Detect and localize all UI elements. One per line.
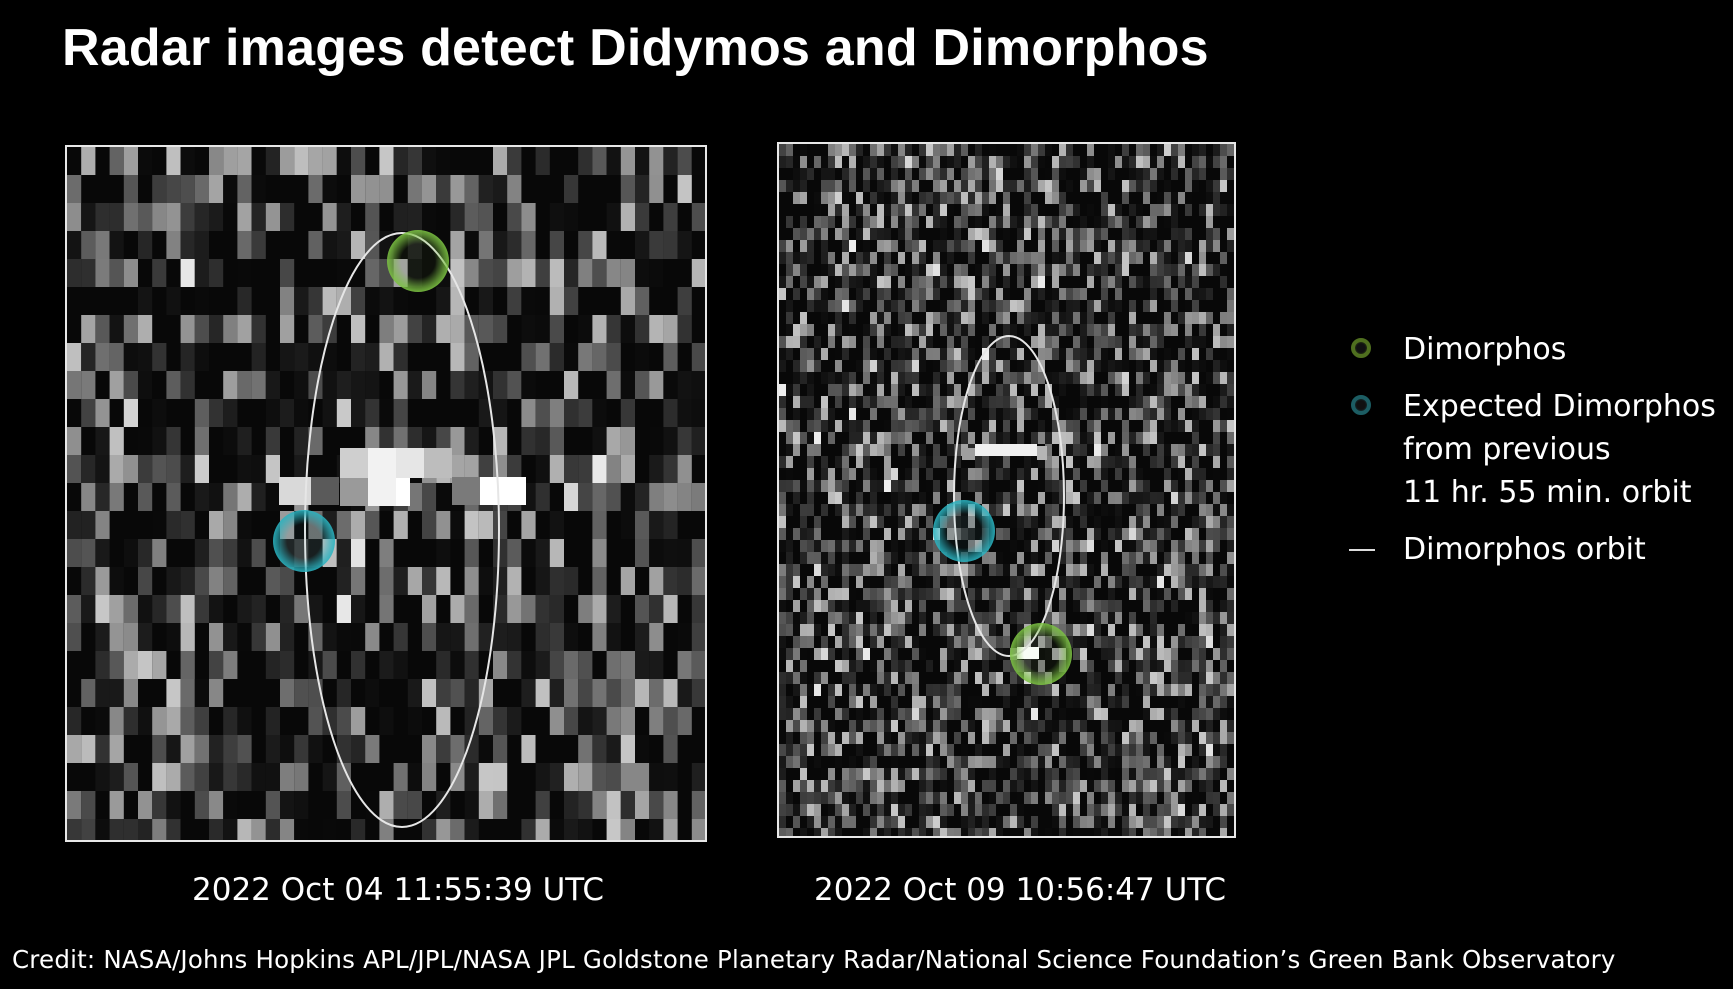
expected-dimorphos-marker: [273, 510, 335, 572]
radar-noise-pixels: [779, 144, 1234, 836]
radar-image-oct04-canvas: [67, 147, 705, 840]
cyan-circle-icon: [1351, 395, 1371, 415]
line-icon: [1349, 549, 1375, 551]
legend: Dimorphos Expected Dimorphos from previo…: [1345, 328, 1725, 571]
expected-dimorphos-marker: [933, 500, 995, 562]
green-circle-icon: [1351, 338, 1371, 358]
legend-label: Dimorphos: [1403, 332, 1567, 367]
dimorphos-orbit-path: [953, 335, 1065, 657]
didymos-echo: [279, 448, 526, 506]
legend-item-orbit: Dimorphos orbit: [1345, 528, 1725, 571]
radar-noise-pixels: [67, 147, 705, 840]
dimorphos-marker: [1010, 623, 1072, 685]
timestamp-oct04: 2022 Oct 04 11:55:39 UTC: [192, 872, 605, 908]
radar-image-oct09-canvas: [779, 144, 1234, 836]
legend-label: 11 hr. 55 min. orbit: [1403, 475, 1692, 510]
image-credit: Credit: NASA/Johns Hopkins APL/JPL/NASA …: [12, 945, 1616, 974]
radar-image-oct09: [777, 142, 1236, 838]
legend-label: Expected Dimorphos: [1403, 389, 1716, 424]
page-title: Radar images detect Didymos and Dimorpho…: [62, 19, 1209, 77]
legend-item-expected: Expected Dimorphos from previous 11 hr. …: [1345, 385, 1725, 514]
radar-image-oct04: [65, 145, 707, 842]
legend-label: Dimorphos orbit: [1403, 532, 1646, 567]
timestamp-oct09: 2022 Oct 09 10:56:47 UTC: [814, 872, 1227, 908]
dimorphos-marker: [387, 230, 449, 292]
legend-label: from previous: [1403, 432, 1611, 467]
legend-item-dimorphos: Dimorphos: [1345, 328, 1725, 371]
